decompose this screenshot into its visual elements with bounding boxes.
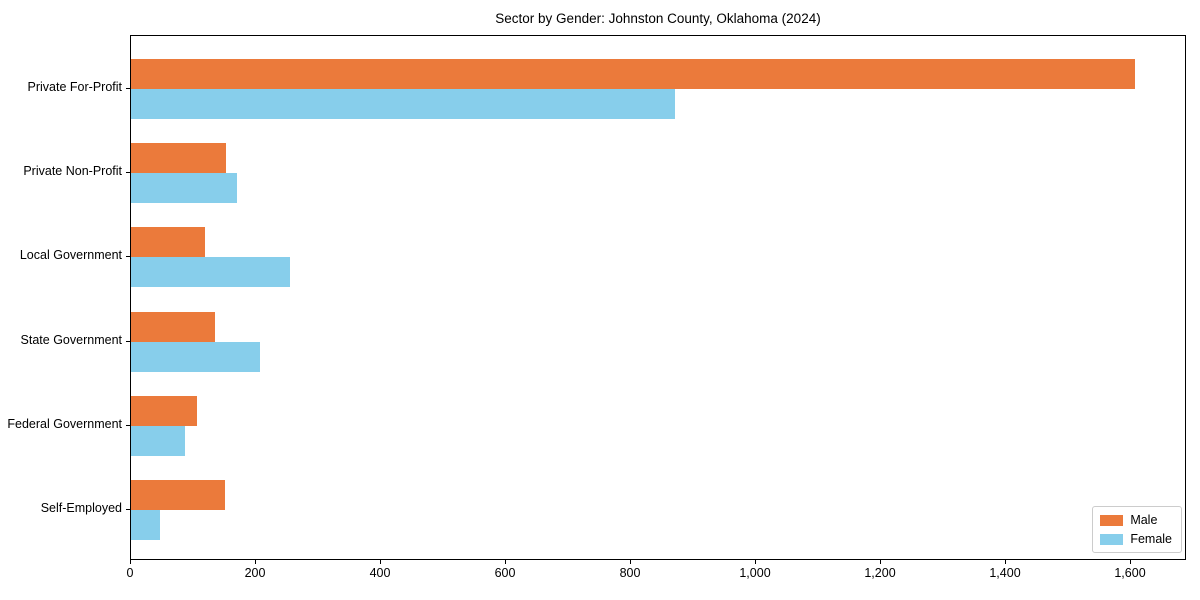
y-tick-label: Private Non-Profit xyxy=(23,164,122,179)
y-tick-label: State Government xyxy=(20,332,122,347)
bar-male-self-employed xyxy=(131,480,225,510)
x-tick-mark xyxy=(755,560,756,564)
legend-swatch-male xyxy=(1100,514,1124,526)
bar-male-federal-government xyxy=(131,395,197,426)
x-tick-label: 1,400 xyxy=(989,566,1021,580)
y-tick-label: Local Government xyxy=(19,248,122,263)
x-tick-label: 1,000 xyxy=(739,566,771,580)
y-tick-mark xyxy=(126,172,130,174)
x-tick-mark xyxy=(255,560,256,564)
bar-female-local-government xyxy=(131,257,290,288)
x-tick-mark xyxy=(630,560,631,564)
legend: Male Female xyxy=(1092,506,1182,553)
bar-female-state-government xyxy=(131,341,260,372)
y-tick-mark xyxy=(126,509,130,510)
y-tick-label: Private For-Profit xyxy=(27,80,122,94)
x-tick-label: 200 xyxy=(244,566,266,580)
legend-item-male: Male xyxy=(1100,513,1172,527)
x-tick-label: 1,600 xyxy=(1114,566,1146,580)
x-tick-mark xyxy=(1130,560,1131,564)
x-tick-label: 800 xyxy=(619,566,641,580)
bar-female-private-non-profit xyxy=(131,173,237,204)
y-tick-mark xyxy=(126,256,130,258)
x-tick-mark xyxy=(380,560,381,564)
y-tick-label: Self-Employed xyxy=(40,501,122,515)
x-tick-label: 400 xyxy=(369,566,391,580)
legend-label: Male xyxy=(1130,513,1158,527)
x-tick-mark xyxy=(1005,560,1006,564)
bar-female-private-for-profit xyxy=(131,89,675,119)
plot-area xyxy=(130,35,1186,560)
x-tick-mark xyxy=(505,560,506,564)
x-tick-label: 1,200 xyxy=(864,566,896,580)
chart-title: Sector by Gender: Johnston County, Oklah… xyxy=(495,11,821,26)
legend-item-female: Female xyxy=(1100,532,1172,546)
y-tick-mark xyxy=(126,88,130,89)
x-tick-label: 0 xyxy=(126,566,134,580)
y-tick-mark xyxy=(126,340,130,342)
bar-male-private-for-profit xyxy=(131,59,1135,89)
y-tick-label: Federal Government xyxy=(7,416,122,431)
y-tick-mark xyxy=(126,424,130,426)
bar-male-local-government xyxy=(131,227,205,258)
legend-swatch-female xyxy=(1100,533,1124,545)
bar-female-self-employed xyxy=(131,510,160,540)
bar-female-federal-government xyxy=(131,425,185,456)
x-tick-mark xyxy=(880,560,881,564)
x-tick-mark xyxy=(130,560,131,564)
bar-male-state-government xyxy=(131,311,215,342)
x-tick-label: 600 xyxy=(494,566,516,580)
legend-label: Female xyxy=(1130,532,1172,546)
bar-male-private-non-profit xyxy=(131,143,226,174)
